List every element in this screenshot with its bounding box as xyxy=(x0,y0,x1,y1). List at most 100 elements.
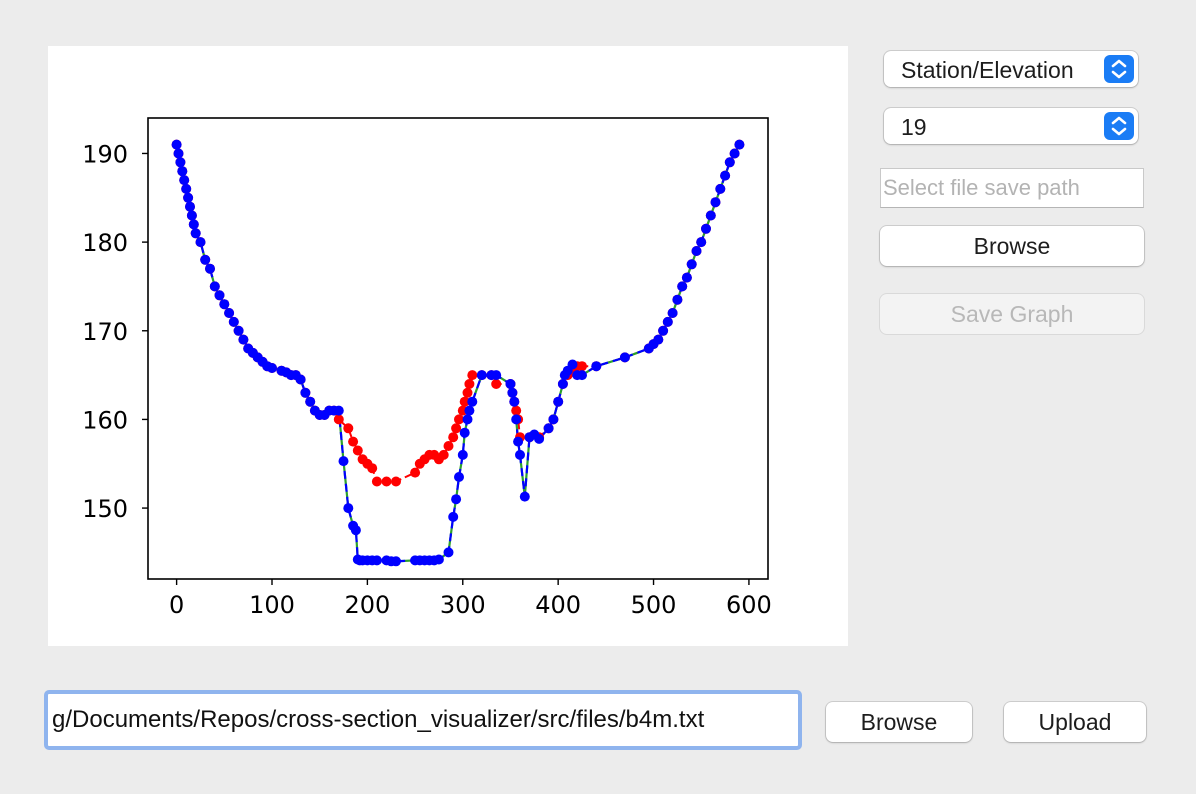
plot-frame xyxy=(147,117,769,580)
save-path-input[interactable] xyxy=(880,168,1144,208)
index-select-value: 19 xyxy=(901,114,927,140)
data-point xyxy=(173,148,184,159)
data-point xyxy=(209,281,220,292)
data-point xyxy=(433,554,444,565)
data-point xyxy=(448,432,459,443)
data-point xyxy=(338,456,349,467)
data-point xyxy=(443,441,454,451)
x-tick-label: 600 xyxy=(726,591,772,619)
data-point xyxy=(557,379,568,389)
file-browse-button[interactable]: Browse xyxy=(826,702,972,742)
data-point xyxy=(511,405,522,416)
data-point xyxy=(171,139,182,150)
data-point xyxy=(467,396,478,407)
data-point xyxy=(677,281,688,292)
data-point xyxy=(186,210,197,221)
data-point xyxy=(567,359,578,370)
data-point xyxy=(183,192,194,203)
data-point xyxy=(724,157,735,168)
x-tick-label: 300 xyxy=(440,591,486,619)
data-point xyxy=(464,379,475,389)
data-point xyxy=(491,370,502,381)
data-point xyxy=(195,237,206,248)
data-point xyxy=(350,525,361,536)
data-point xyxy=(658,325,669,336)
up-down-chevron-icon xyxy=(1104,55,1134,83)
data-point xyxy=(224,308,235,318)
data-point xyxy=(367,463,378,474)
data-point xyxy=(464,405,475,416)
data-point xyxy=(729,148,740,159)
data-point xyxy=(219,299,230,310)
data-point xyxy=(181,183,192,194)
data-point xyxy=(462,414,473,425)
data-point xyxy=(619,352,630,363)
data-point xyxy=(662,316,673,327)
data-point xyxy=(228,316,239,327)
data-point xyxy=(451,494,462,505)
data-point xyxy=(467,370,478,381)
x-tick-label: 0 xyxy=(169,591,184,619)
data-point xyxy=(352,445,363,456)
data-point xyxy=(185,201,195,212)
data-point xyxy=(343,423,354,434)
upload-button[interactable]: Upload xyxy=(1004,702,1146,742)
data-point xyxy=(348,436,359,447)
index-select[interactable]: 19 xyxy=(884,108,1138,144)
data-point xyxy=(686,259,697,270)
save-graph-button[interactable]: Save Graph xyxy=(880,294,1144,334)
data-point xyxy=(513,436,524,447)
data-point xyxy=(511,414,522,425)
data-point xyxy=(175,157,186,168)
data-point xyxy=(577,361,587,372)
data-point xyxy=(548,414,559,425)
data-point xyxy=(454,414,464,425)
y-tick-label: 190 xyxy=(82,140,128,168)
data-point xyxy=(507,387,518,398)
data-point xyxy=(459,427,470,438)
data-point xyxy=(681,272,692,283)
data-point xyxy=(696,237,707,248)
data-point xyxy=(509,396,520,407)
data-point xyxy=(577,370,587,381)
data-point xyxy=(462,387,473,398)
data-point xyxy=(305,396,316,407)
data-point xyxy=(233,325,244,336)
data-point xyxy=(710,197,721,208)
save-path-browse-button[interactable]: Browse xyxy=(880,226,1144,266)
data-point xyxy=(371,555,382,566)
data-point xyxy=(459,396,470,407)
data-point xyxy=(672,294,683,305)
data-point xyxy=(343,503,354,514)
data-point xyxy=(534,433,545,444)
data-point xyxy=(391,476,401,487)
data-point xyxy=(543,423,554,434)
data-point xyxy=(188,219,199,230)
data-point xyxy=(591,361,602,372)
data-point xyxy=(238,334,249,345)
data-point xyxy=(300,387,311,398)
data-point xyxy=(454,472,464,482)
data-point xyxy=(214,290,225,301)
file-path-input[interactable] xyxy=(44,690,802,750)
data-point xyxy=(476,370,487,381)
data-point xyxy=(443,547,454,558)
plot-type-select[interactable]: Station/Elevation xyxy=(884,51,1138,87)
data-point xyxy=(333,405,344,416)
data-point xyxy=(653,334,664,345)
y-tick-label: 170 xyxy=(82,318,128,346)
y-tick-label: 150 xyxy=(82,495,128,523)
data-point xyxy=(438,449,449,460)
x-tick-label: 100 xyxy=(249,591,295,619)
data-point xyxy=(448,511,459,522)
data-point xyxy=(519,491,530,502)
data-point xyxy=(267,363,277,373)
series-points-0 xyxy=(171,139,745,487)
data-point xyxy=(381,476,392,487)
data-point xyxy=(515,449,525,460)
x-tick-label: 400 xyxy=(535,591,581,619)
data-point xyxy=(705,210,716,221)
data-point xyxy=(667,308,678,318)
data-point xyxy=(295,374,306,385)
data-point xyxy=(177,166,188,177)
